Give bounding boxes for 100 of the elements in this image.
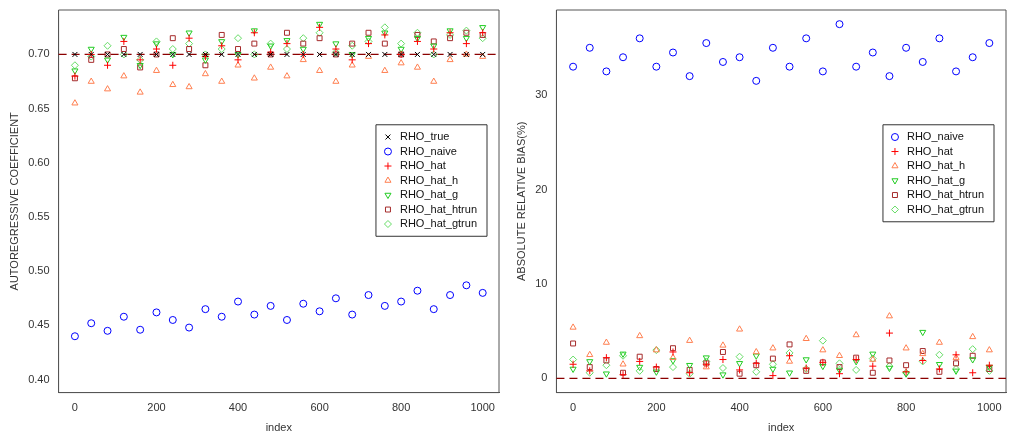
point: [835, 351, 844, 359]
point: [569, 360, 578, 369]
point: [315, 307, 324, 316]
point: [603, 357, 610, 364]
legend-label: RHO_hat_gtrun: [399, 217, 477, 230]
point: [446, 291, 455, 300]
point: [935, 338, 943, 345]
point: [71, 51, 78, 58]
y-tick-label: 0.45: [28, 318, 50, 331]
legend-label: RHO_hat_h: [906, 159, 966, 172]
point: [218, 31, 225, 38]
point: [686, 336, 694, 343]
point: [719, 372, 727, 379]
point: [869, 351, 877, 358]
y-axis-title: ABSOLUTE RELATIVE BIAS(%): [514, 121, 527, 281]
point: [120, 72, 128, 79]
point: [104, 85, 112, 92]
point: [217, 312, 226, 321]
x-tick-label: 800: [391, 401, 411, 414]
point: [902, 43, 911, 52]
point: [852, 359, 860, 366]
point: [201, 57, 209, 64]
point: [168, 61, 177, 70]
x-tick-label: 600: [813, 401, 833, 414]
point: [953, 360, 960, 367]
point: [586, 364, 593, 371]
point: [636, 353, 643, 360]
point: [70, 61, 79, 70]
point: [786, 370, 794, 377]
point: [447, 51, 454, 58]
point: [430, 38, 437, 45]
point: [802, 357, 810, 364]
point: [380, 23, 389, 32]
point: [234, 34, 243, 43]
x-tick-label: 200: [147, 401, 166, 414]
x-tick-label: 600: [310, 401, 329, 414]
point: [886, 357, 893, 364]
point: [586, 359, 594, 366]
point: [935, 364, 944, 373]
point: [447, 35, 454, 42]
point: [185, 39, 194, 48]
point: [885, 72, 894, 81]
point: [103, 326, 112, 335]
point: [768, 43, 777, 52]
point: [479, 25, 487, 32]
point: [835, 359, 844, 368]
legend-label: RHO_naive: [906, 130, 964, 143]
point: [786, 341, 793, 348]
point: [364, 291, 373, 300]
point: [719, 349, 726, 355]
point: [299, 46, 307, 54]
point: [635, 34, 644, 43]
point: [282, 45, 291, 54]
point: [669, 358, 677, 365]
point: [569, 366, 577, 373]
point: [446, 55, 454, 63]
point: [985, 39, 994, 48]
point: [201, 69, 209, 77]
point: [152, 66, 161, 73]
point: [87, 77, 95, 84]
y-tick-label: 0: [541, 371, 548, 384]
point: [299, 55, 307, 63]
point: [819, 346, 827, 353]
point: [217, 41, 226, 50]
point: [735, 365, 744, 374]
point: [636, 331, 644, 339]
point: [185, 323, 194, 332]
point: [283, 29, 290, 36]
x-tick-label: 0: [570, 401, 577, 414]
point: [602, 353, 611, 362]
point: [718, 355, 727, 364]
point: [670, 345, 676, 352]
point: [869, 369, 876, 376]
point: [380, 301, 389, 310]
point: [332, 77, 340, 84]
point: [786, 357, 794, 364]
point: [619, 360, 627, 367]
x-tick-label: 1000: [470, 401, 495, 414]
point: [585, 43, 594, 52]
point: [802, 334, 810, 341]
point: [283, 51, 290, 58]
point: [819, 363, 827, 371]
point: [429, 45, 438, 54]
point: [283, 72, 291, 79]
point: [702, 355, 710, 362]
point: [348, 55, 357, 64]
point: [478, 288, 487, 297]
point: [120, 34, 128, 42]
point: [365, 29, 372, 36]
point: [570, 340, 577, 347]
y-tick-label: 0.70: [28, 47, 50, 60]
point: [902, 344, 910, 351]
point: [234, 297, 243, 306]
y-tick-label: 0.40: [28, 372, 50, 385]
point: [718, 57, 727, 66]
point: [168, 315, 177, 324]
point: [88, 56, 95, 63]
point: [935, 362, 943, 369]
point: [397, 59, 405, 66]
point: [718, 364, 727, 373]
